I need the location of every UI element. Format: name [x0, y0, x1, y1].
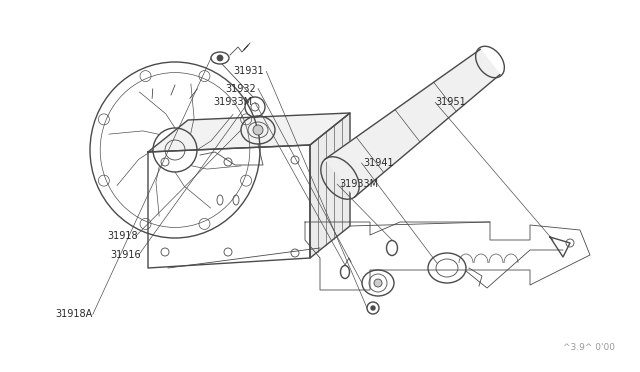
Polygon shape — [310, 113, 350, 258]
Circle shape — [217, 55, 223, 61]
Text: 31951: 31951 — [435, 97, 466, 107]
Text: 31916: 31916 — [110, 250, 141, 260]
Text: 31918: 31918 — [107, 231, 138, 241]
Text: 31941: 31941 — [364, 158, 394, 168]
Text: 31918A: 31918A — [56, 310, 93, 319]
Text: 31933M: 31933M — [214, 97, 253, 107]
Text: 31931: 31931 — [234, 67, 264, 76]
Polygon shape — [325, 49, 500, 197]
Circle shape — [253, 125, 263, 135]
Text: 31933M: 31933M — [339, 179, 378, 189]
Circle shape — [371, 306, 375, 310]
Polygon shape — [148, 113, 350, 152]
Text: 31932: 31932 — [225, 84, 256, 93]
Circle shape — [374, 279, 382, 287]
Text: ^3.9^ 0'00: ^3.9^ 0'00 — [563, 343, 615, 352]
